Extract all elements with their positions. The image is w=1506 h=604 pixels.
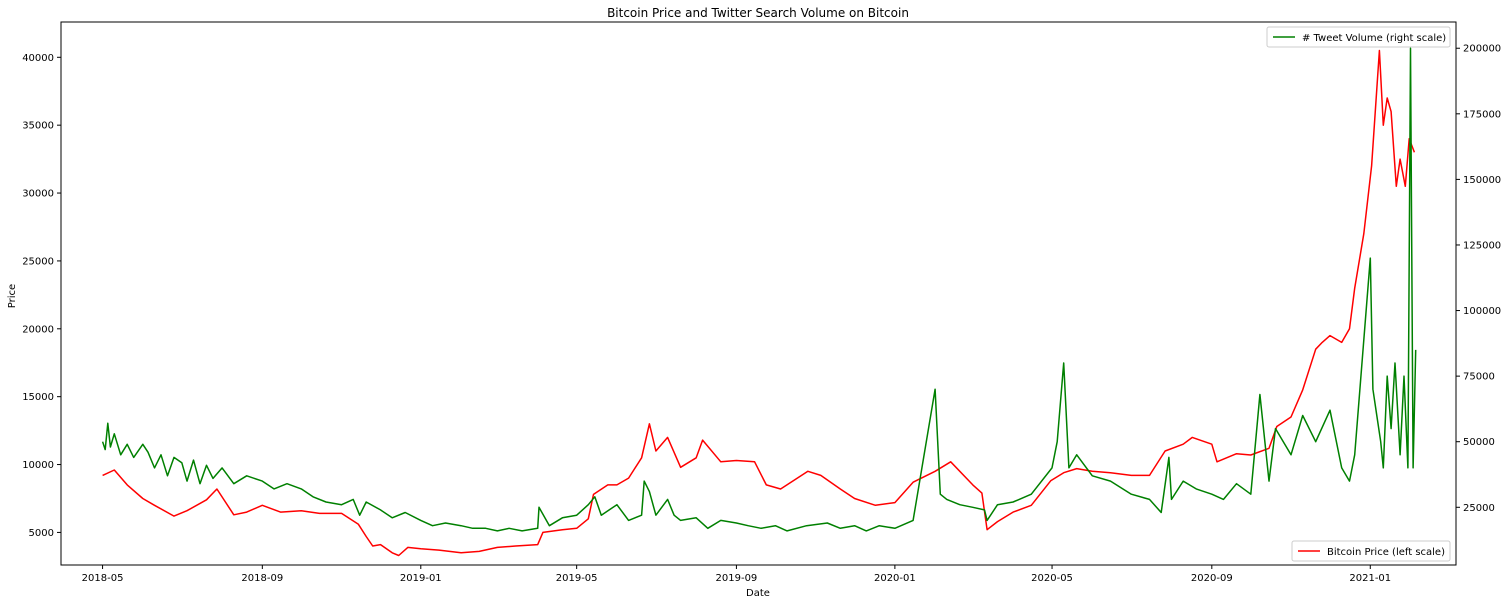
legend-tweet-box <box>1266 26 1451 48</box>
y-right-tick-label: 200000 <box>1463 44 1501 55</box>
y-right-tick-label: 25000 <box>1463 503 1495 514</box>
legend-bitcoin-price: Bitcoin Price (left scale) <box>1291 540 1451 562</box>
y-left-tick-label: 15000 <box>22 392 54 403</box>
x-tick-label: 2019-01 <box>400 573 442 584</box>
chart-title: Bitcoin Price and Twitter Search Volume … <box>607 6 909 20</box>
y-right-tick-label: 50000 <box>1463 437 1495 448</box>
y-left-tick-label: 10000 <box>22 460 54 471</box>
x-tick-label: 2019-09 <box>716 573 758 584</box>
tweet-volume-line <box>101 47 1417 532</box>
legend-tweet-volume: # Tweet Volume (right scale) <box>1266 26 1451 48</box>
x-tick-label: 2019-05 <box>556 573 598 584</box>
y-left-tick-label: 25000 <box>22 256 54 267</box>
x-tick-label: 2020-05 <box>1031 573 1073 584</box>
y-right-tick-label: 175000 <box>1463 109 1501 120</box>
y-right-tick-label: 75000 <box>1463 372 1495 383</box>
y-left-tick-label: 30000 <box>22 189 54 200</box>
legend-price-label: Bitcoin Price (left scale) <box>1327 547 1445 558</box>
plot-area-frame <box>60 21 1457 566</box>
y-axis-right: 25000 50000 75000 100000 125000 150000 175000 2… <box>1456 44 1501 514</box>
x-axis: 2018-05 2018-09 2019-01 2019-05 2019-09 2020-… <box>82 565 1391 584</box>
y-left-tick-label: 35000 <box>22 121 54 132</box>
x-tick-label: 2018-09 <box>241 573 283 584</box>
y-axis-left: 5000 10000 15000 20000 25000 30000 35000 40000 <box>22 53 61 539</box>
x-tick-label: 2020-09 <box>1191 573 1233 584</box>
x-tick-label: 2021-01 <box>1349 573 1391 584</box>
y-left-tick-label: 20000 <box>22 324 54 335</box>
y-right-tick-label: 150000 <box>1463 175 1501 186</box>
x-tick-label: 2018-05 <box>82 573 124 584</box>
price-series-layer <box>102 49 1416 557</box>
y-left-tick-label: 5000 <box>29 528 54 539</box>
tweet-series-layer <box>101 47 1417 532</box>
y-right-tick-label: 125000 <box>1463 240 1501 251</box>
legend-price-box <box>1291 540 1451 562</box>
y-right-tick-label: 100000 <box>1463 306 1501 317</box>
legend-tweet-label: # Tweet Volume (right scale) <box>1302 33 1446 44</box>
y-left-tick-label: 40000 <box>22 53 54 64</box>
bitcoin-price-line <box>102 49 1416 557</box>
x-tick-label: 2020-01 <box>874 573 916 584</box>
x-axis-label: Date <box>746 588 770 599</box>
y-axis-label: Price <box>7 284 18 308</box>
